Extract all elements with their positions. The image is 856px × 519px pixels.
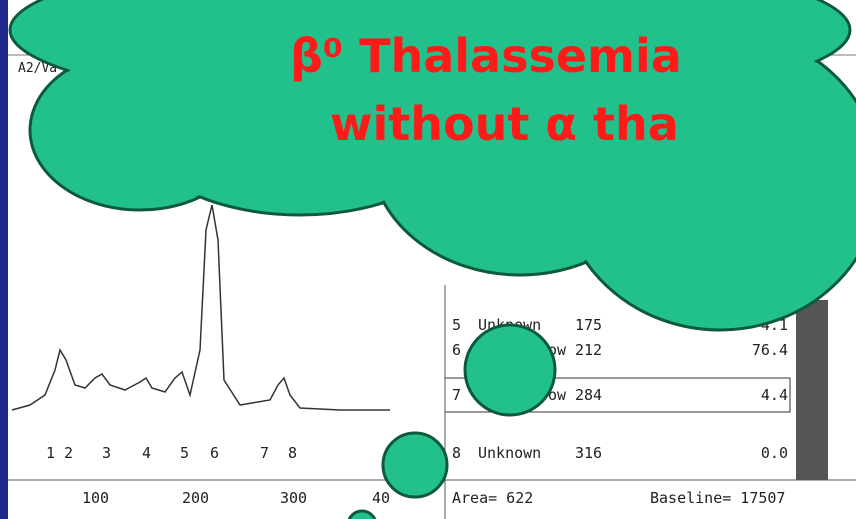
table-cell: 8 [452,444,461,462]
peak-number: 8 [288,444,297,462]
axis-label: 300 [280,489,307,507]
table-cell: 6 [452,341,461,359]
table-cell: 76.4 [752,341,788,359]
table-cell: 284 [575,386,602,404]
axis-label: 100 [82,489,109,507]
cloud-line: β⁰ Thalassemia [290,29,682,83]
slide: A2/Va 12345678 10020030040 5Unknown1754.… [0,0,856,519]
table-cell: 4.4 [761,386,788,404]
peak-number: 3 [102,444,111,462]
table-cell: Unknown [478,444,541,462]
peak-number: 2 [64,444,73,462]
table-cell: 212 [575,341,602,359]
table-cell: 175 [575,316,602,334]
peak-number: 6 [210,444,219,462]
left-border [0,0,8,519]
footer-area: Area= 622 [452,489,533,507]
axis-label: 40 [372,489,390,507]
cloud-line: without α tha [330,97,679,151]
table-cell: 0.0 [761,444,788,462]
axis-label: 200 [182,489,209,507]
footer-baseline: Baseline= 17507 [650,489,785,507]
peak-number: 4 [142,444,151,462]
table-cell: 5 [452,316,461,334]
peak-number: 5 [180,444,189,462]
peak-number: 1 [46,444,55,462]
table-cell: 7 [452,386,461,404]
side-bar [796,300,828,480]
peak-number: 7 [260,444,269,462]
table-cell: 316 [575,444,602,462]
